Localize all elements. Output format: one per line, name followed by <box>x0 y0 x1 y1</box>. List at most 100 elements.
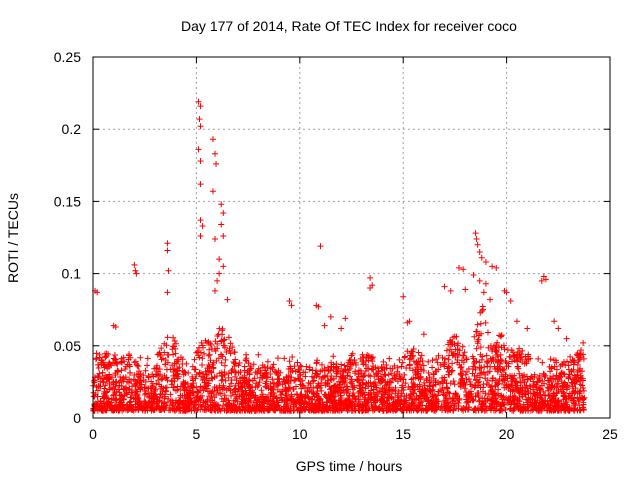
data-point <box>465 406 472 413</box>
data-point-outlier <box>218 201 225 208</box>
data-point <box>312 400 319 407</box>
data-point <box>512 394 519 401</box>
data-point <box>337 392 344 399</box>
data-point <box>317 399 324 406</box>
data-point-outlier <box>487 296 494 303</box>
data-point <box>274 355 281 362</box>
data-point <box>214 333 221 340</box>
data-point <box>365 357 372 364</box>
data-point <box>502 357 509 364</box>
data-point-outlier <box>542 276 549 283</box>
data-point <box>263 369 270 376</box>
data-point <box>348 352 355 359</box>
data-point <box>368 354 375 361</box>
data-point <box>572 388 579 395</box>
data-point <box>126 369 133 376</box>
data-point <box>285 388 292 395</box>
data-point <box>244 399 251 406</box>
data-point <box>150 373 157 380</box>
data-point <box>332 385 339 392</box>
data-point <box>223 349 230 356</box>
data-point <box>388 394 395 401</box>
data-point <box>494 351 501 358</box>
data-point <box>95 364 102 371</box>
data-point <box>441 403 448 410</box>
data-point <box>278 407 285 414</box>
data-point <box>228 376 235 383</box>
data-point <box>562 407 569 414</box>
data-point <box>415 349 422 356</box>
data-point <box>524 376 531 383</box>
data-point <box>132 377 139 384</box>
data-point <box>384 378 391 385</box>
data-point <box>229 344 236 351</box>
data-point <box>451 341 458 348</box>
x-tick-label: 20 <box>499 426 515 442</box>
data-point <box>144 390 151 397</box>
data-point <box>142 367 149 374</box>
data-point <box>445 368 452 375</box>
data-point-outlier <box>555 325 562 332</box>
data-point <box>441 355 448 362</box>
data-point <box>394 364 401 371</box>
data-point <box>229 389 236 396</box>
data-point <box>124 401 131 408</box>
data-point <box>206 346 213 353</box>
data-point <box>159 375 166 382</box>
data-point <box>521 390 528 397</box>
data-point <box>279 381 286 388</box>
data-point <box>386 384 393 391</box>
data-point <box>254 402 261 409</box>
data-point <box>565 366 572 373</box>
data-point <box>514 402 521 409</box>
data-point <box>196 370 203 377</box>
data-point <box>224 407 231 414</box>
data-point <box>221 392 228 399</box>
data-point <box>272 404 279 411</box>
data-point <box>212 338 219 345</box>
data-point <box>553 366 560 373</box>
data-point <box>169 362 176 369</box>
data-point <box>222 401 229 408</box>
data-point <box>163 342 170 349</box>
data-point <box>416 403 423 410</box>
data-point <box>239 406 246 413</box>
data-point <box>398 393 405 400</box>
data-point <box>137 385 144 392</box>
data-point <box>422 387 429 394</box>
data-point <box>530 390 537 397</box>
data-point <box>441 359 448 366</box>
data-point <box>502 406 509 413</box>
data-point <box>285 379 292 386</box>
data-point-outlier <box>480 289 487 296</box>
data-point <box>520 401 527 408</box>
data-point <box>443 347 450 354</box>
data-point <box>469 370 476 377</box>
data-point <box>392 398 399 405</box>
data-point <box>238 400 245 407</box>
data-point <box>454 351 461 358</box>
data-point <box>225 370 232 377</box>
data-point <box>449 407 456 414</box>
data-point-outlier <box>164 289 171 296</box>
data-point <box>425 402 432 409</box>
data-point-outlier <box>447 287 454 294</box>
data-point <box>227 350 234 357</box>
data-point-outlier <box>197 217 204 224</box>
data-point <box>435 388 442 395</box>
data-point <box>344 383 351 390</box>
data-point <box>247 365 254 372</box>
data-point <box>109 385 116 392</box>
data-point <box>136 403 143 410</box>
data-point <box>181 381 188 388</box>
data-point <box>356 367 363 374</box>
data-point <box>103 394 110 401</box>
data-point <box>94 403 101 410</box>
data-point <box>478 369 485 376</box>
data-point <box>425 398 432 405</box>
data-point <box>164 334 171 341</box>
data-point <box>149 398 156 405</box>
data-point-outlier <box>197 157 204 164</box>
data-point <box>333 373 340 380</box>
data-point <box>264 383 271 390</box>
